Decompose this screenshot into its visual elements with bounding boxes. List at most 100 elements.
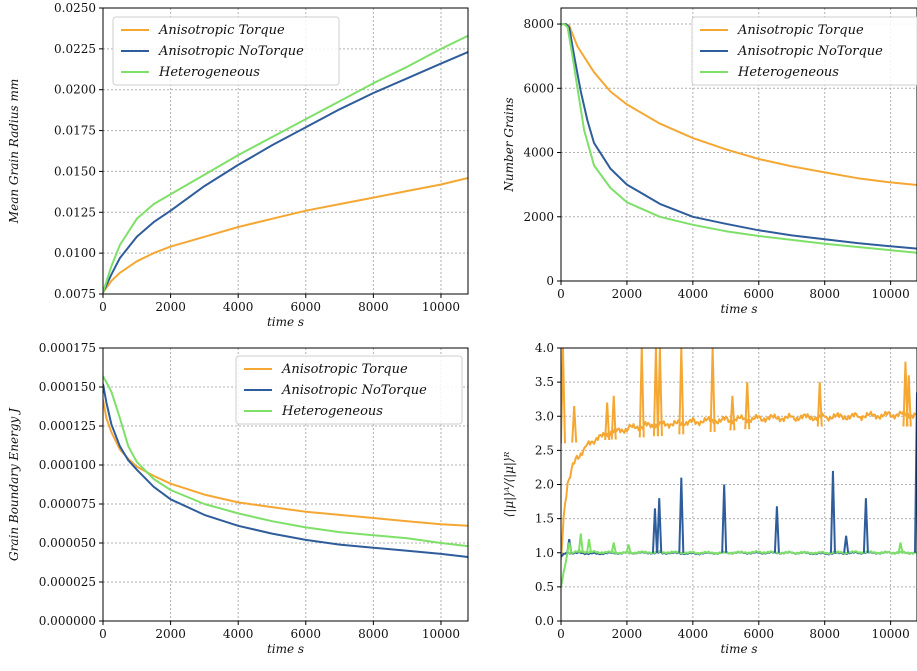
- x-tick-label: 10000: [422, 627, 460, 641]
- y-tick-label: 2.5: [535, 443, 554, 457]
- spike-mark: [773, 506, 780, 553]
- legend: Anisotropic Torque Anisotropic NoTorque He…: [691, 16, 917, 86]
- spike-mark: [651, 508, 658, 553]
- legend-label: Anisotropic NoTorque: [158, 44, 304, 59]
- x-tick-label: 0: [99, 627, 107, 641]
- series-line: [103, 375, 468, 548]
- y-tick-label: 0.000175: [39, 341, 96, 355]
- spike-mark: [652, 348, 659, 437]
- spike-mark: [729, 395, 736, 431]
- x-tick-label: 4000: [223, 300, 254, 314]
- series-line: [561, 549, 917, 588]
- y-tick-label: 0.0200: [54, 83, 96, 97]
- x-tick-label: 0: [557, 287, 565, 301]
- y-tick-label: 0.5: [535, 580, 554, 594]
- series-line: [561, 23, 917, 250]
- legend-label: Anisotropic Torque: [737, 23, 864, 38]
- y-tick-label: 0.0125: [54, 205, 96, 219]
- legend-box: [112, 16, 340, 86]
- x-tick-label: 2000: [155, 300, 186, 314]
- y-tick-label: 0.000050: [39, 536, 96, 550]
- axes-frame: [560, 7, 917, 282]
- x-axis-label: time s: [720, 302, 757, 316]
- spike-mark: [709, 348, 716, 432]
- y-tick-label: 0.000025: [39, 575, 96, 589]
- plot-area: [103, 34, 468, 293]
- legend: Anisotropic Torque Anisotropic NoTorque He…: [235, 355, 463, 425]
- x-tick-label: 6000: [291, 627, 322, 641]
- x-tick-label: 6000: [744, 287, 775, 301]
- legend-label: Anisotropic NoTorque: [281, 383, 427, 398]
- x-axis-label: time s: [267, 315, 304, 329]
- y-tick-label: 0.000075: [39, 497, 96, 511]
- series-line: [103, 34, 468, 293]
- spike-mark: [604, 402, 611, 441]
- spike-mark: [905, 375, 912, 427]
- spike-mark: [862, 498, 869, 553]
- y-tick-label: 4000: [523, 146, 554, 160]
- y-tick-label: 0.0150: [54, 164, 96, 178]
- chart-4: 0 2000 4000 6000 8000 10000 0.0 0.5 1.0 1.5 2.0 2.5…: [502, 341, 917, 656]
- spike-mark: [625, 544, 632, 553]
- spike-mark: [577, 533, 584, 553]
- y-tick-label: 0.0225: [54, 42, 96, 56]
- spike-mark: [566, 542, 573, 553]
- y-tick-label: 0.000100: [39, 458, 96, 472]
- y-tick-label: 3.5: [535, 375, 554, 389]
- y-tick-label: 0.0075: [54, 287, 96, 301]
- spike-mark: [610, 395, 617, 440]
- y-tick-label: 0.0: [535, 614, 554, 628]
- spike-mark: [638, 348, 645, 438]
- y-tick-label: 0.0250: [54, 1, 96, 15]
- y-tick-label: 0.000150: [39, 380, 96, 394]
- legend-box: [235, 355, 463, 425]
- chart-2: 0 2000 4000 6000 8000 10000 0 2000 4000 6000 8000 t…: [502, 7, 917, 316]
- plot-area: [561, 348, 917, 588]
- x-tick-label: 0: [99, 300, 107, 314]
- x-tick-label: 8000: [358, 627, 389, 641]
- spike-mark: [678, 477, 685, 553]
- y-axis-label: Mean Grain Radius mm: [7, 79, 21, 224]
- x-tick-label: 8000: [809, 287, 840, 301]
- spike-mark: [721, 484, 728, 553]
- y-tick-label: 6000: [523, 81, 554, 95]
- x-tick-label: 4000: [678, 627, 709, 641]
- y-tick-label: 2.0: [535, 478, 554, 492]
- series-line: [561, 23, 917, 186]
- spike-mark: [656, 348, 663, 436]
- y-tick-label: 0.000000: [39, 614, 96, 628]
- y-tick-label: 8000: [523, 17, 554, 31]
- legend-label: Heterogeneous: [281, 404, 383, 419]
- y-tick-label: 0.0100: [54, 246, 96, 260]
- legend-label: Heterogeneous: [737, 65, 839, 80]
- y-tick-label: 4.0: [535, 341, 554, 355]
- plot-area: [103, 375, 468, 558]
- plot-area: [561, 23, 917, 254]
- series-line: [561, 23, 917, 254]
- y-axis-label: Grain Boundary Energy J: [7, 407, 21, 561]
- x-axis-label: time s: [267, 642, 304, 656]
- legend-label: Anisotropic NoTorque: [737, 44, 883, 59]
- legend-label: Anisotropic Torque: [158, 23, 285, 38]
- x-tick-label: 2000: [155, 627, 186, 641]
- spike-mark: [843, 535, 850, 553]
- x-tick-label: 6000: [744, 627, 775, 641]
- x-tick-label: 8000: [358, 300, 389, 314]
- y-axis-label: Number Grains: [502, 97, 516, 192]
- series-line: [103, 51, 468, 293]
- axes-frame: [102, 7, 469, 295]
- legend-box: [691, 16, 917, 86]
- x-tick-label: 10000: [422, 300, 460, 314]
- x-tick-label: 10000: [872, 287, 910, 301]
- axes-frame: [102, 347, 469, 622]
- x-tick-label: 2000: [612, 287, 643, 301]
- spike-mark: [656, 498, 663, 553]
- series-line: [561, 409, 917, 560]
- y-tick-label: 0.0175: [54, 124, 96, 138]
- spike-mark: [571, 405, 578, 443]
- axes-frame: [560, 347, 917, 622]
- spike-mark: [561, 348, 566, 444]
- legend-label: Heterogeneous: [158, 65, 260, 80]
- chart-1: 0 2000 4000 6000 8000 10000 0.0075 0.0100 0.0125…: [7, 1, 469, 329]
